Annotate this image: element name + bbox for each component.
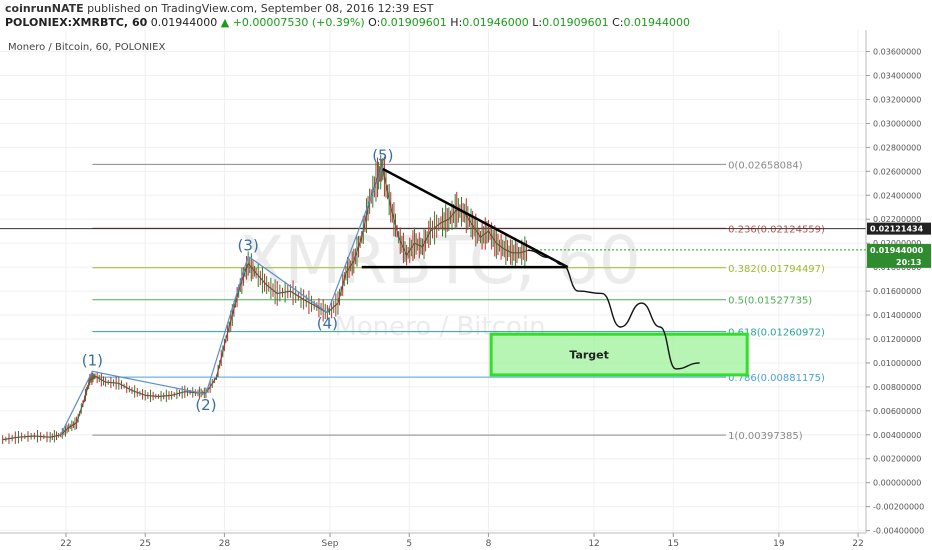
target-label: Target [569, 349, 609, 362]
price-tags: 0.02121434 0.01944000 20:13 [867, 222, 931, 268]
y-tick-label: 0.03000000 [873, 119, 921, 128]
chart-legend: Monero / Bitcoin, 60, POLONIEX [8, 42, 165, 53]
fib-level-label: 0.786(0.00881175) [728, 373, 825, 384]
author-name[interactable]: coinrunNATE [5, 2, 84, 15]
wave-path [60, 166, 384, 436]
crosshair-price-tag-text: 0.02121434 [870, 225, 924, 234]
y-tick-label: 0.02600000 [873, 167, 921, 176]
target-box [489, 332, 749, 377]
y-tick-label: 0.02000000 [873, 239, 921, 248]
y-tick-label: 0.03600000 [873, 48, 921, 57]
y-tick-label: 0.00200000 [873, 455, 921, 464]
low-label: L: [532, 16, 543, 29]
last-price-tag-text: 0.01944000 [870, 246, 924, 255]
publish-header: coinrunNATE published on TradingView.com… [0, 0, 932, 31]
symbol-label: POLONIEX:XMRBTC, 60 [5, 16, 148, 29]
target-zone[interactable]: Target [489, 332, 749, 377]
y-tick-label: 0.01600000 [873, 287, 921, 296]
high-value: 0.01946000 [462, 16, 529, 29]
publish-info: coinrunNATE published on TradingView.com… [5, 2, 433, 15]
wave-label: (4) [317, 315, 338, 333]
x-tick-label: 22 [60, 539, 71, 549]
fib-level-label: 0.618(0.01260972) [728, 328, 825, 339]
y-tick-label: 0.00000000 [873, 479, 921, 488]
x-tick-label: 8 [486, 539, 492, 549]
quote-row: POLONIEX:XMRBTC, 60 0.01944000 ▲ +0.0000… [5, 16, 690, 29]
wave-label: (5) [372, 147, 393, 165]
time-axis[interactable] [0, 533, 866, 550]
y-tick-label: 0.03400000 [873, 72, 921, 81]
wave-label: (2) [195, 396, 216, 414]
open-label: O: [368, 16, 381, 29]
fib-level-label: 0.5(0.01527735) [728, 296, 812, 307]
x-tick-label: 28 [219, 539, 231, 549]
descending-triangle[interactable] [361, 167, 569, 269]
y-tick-label: 0.01000000 [873, 359, 921, 368]
y-tick-label: 0.00600000 [873, 407, 921, 416]
y-tick-label: 0.00400000 [873, 431, 921, 440]
y-tick-label: 0.00800000 [873, 383, 921, 392]
y-tick-label: 0.02800000 [873, 143, 921, 152]
fib-level-label: 0.236(0.02124559) [728, 224, 825, 235]
watermark-symbol: XMRBTC, 60 [239, 222, 641, 299]
x-tick-label: 12 [588, 539, 599, 549]
price-axis[interactable] [866, 30, 932, 550]
y-tick-label: 0.02200000 [873, 215, 921, 224]
y-tick-label: -0.00200000 [873, 503, 924, 512]
x-tick-label: 22 [852, 539, 863, 549]
wave-label: (3) [238, 236, 259, 254]
countdown-tag-text: 20:13 [896, 258, 921, 267]
price-chart[interactable]: XMRBTC, 60 Monero / Bitcoin Monero / Bit… [0, 30, 932, 550]
crosshair-price-tag [867, 222, 931, 235]
projection-path[interactable] [528, 249, 700, 370]
x-tick-label: 15 [668, 539, 679, 549]
last-price-tag [867, 243, 931, 268]
high-label: H: [450, 16, 463, 29]
y-tick-label: 0.02400000 [873, 191, 921, 200]
y-tick-label: 0.01400000 [873, 311, 921, 320]
fib-level-label: 0(0.02658084) [728, 160, 803, 171]
elliott-wave[interactable]: (1) (2) (3) (4) (5) [60, 147, 394, 436]
plot-area[interactable] [0, 30, 866, 533]
x-axis-ticks: 22 25 28 Sep 5 8 12 15 19 22 [60, 533, 864, 549]
triangle-upper-trendline [382, 167, 569, 269]
y-tick-label: 0.01200000 [873, 335, 921, 344]
price-change: ▲ +0.00007530 (+0.39%) [220, 16, 365, 29]
open-value: 0.01909601 [380, 16, 447, 29]
x-tick-label: 5 [406, 539, 412, 549]
x-tick-label: 19 [773, 539, 785, 549]
y-tick-label: -0.00400000 [873, 527, 924, 536]
wave-label: (1) [82, 351, 103, 369]
fib-level-label: 0.382(0.01794497) [728, 264, 825, 275]
last-price: 0.01944000 [150, 16, 218, 29]
close-value: 0.01944000 [623, 16, 690, 29]
projection-curve [528, 249, 700, 370]
publish-text: published on TradingView.com, September … [87, 2, 434, 15]
close-label: C: [612, 16, 624, 29]
x-tick-label: Sep [322, 539, 339, 549]
x-tick-label: 25 [139, 539, 150, 549]
y-axis-ticks: 0.03600000 0.03400000 0.03200000 0.03000000… [866, 48, 924, 536]
fib-level-label: 1(0.00397385) [728, 431, 803, 442]
low-value: 0.01909601 [542, 16, 609, 29]
y-tick-label: 0.03200000 [873, 95, 921, 104]
